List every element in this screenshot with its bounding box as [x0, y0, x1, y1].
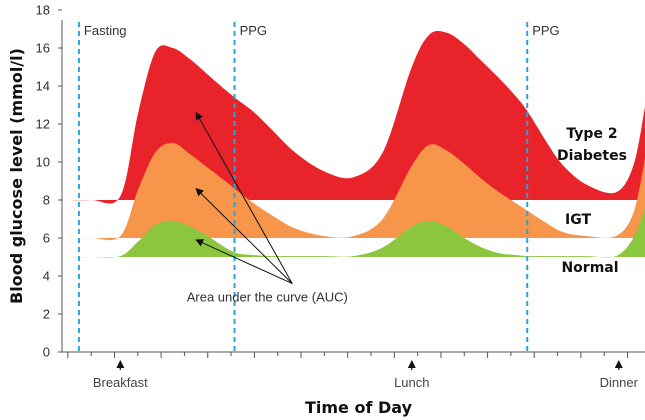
annotation-arrow — [195, 111, 293, 284]
area-series-group — [62, 31, 645, 258]
annotation-arrow — [195, 187, 293, 284]
reference-line-label: PPG — [532, 23, 559, 38]
meal-label: Breakfast — [93, 375, 148, 390]
series-label: IGT — [565, 212, 591, 228]
series-label: Normal — [561, 260, 618, 276]
labels-group: Breakfast Lunch Dinner Type 2 Diabetes IGT Nor… — [93, 126, 639, 390]
axis-titles-group: Time of Day Blood glucose level (mmol/l) — [7, 48, 413, 417]
area-igt — [62, 142, 645, 241]
reference-line-label: PPG — [240, 23, 267, 38]
y-tick-label: 10 — [36, 155, 50, 170]
y-tick-label: 0 — [43, 345, 50, 360]
y-tick-label: 2 — [43, 307, 50, 322]
axes-group: 0 2 4 6 8 10 12 14 16 18 — [36, 3, 645, 360]
series-label: Diabetes — [557, 148, 627, 164]
reference-line-label: Fasting — [84, 23, 127, 38]
y-tick-label: 6 — [43, 231, 50, 246]
annotation-arrow — [195, 239, 293, 285]
y-axis-title: Blood glucose level (mmol/l) — [7, 48, 26, 304]
annotation-group: Area under the curve (AUC) — [187, 111, 348, 305]
y-tick-label: 14 — [36, 79, 50, 94]
meal-label: Dinner — [600, 375, 639, 390]
y-tick-label: 4 — [43, 269, 50, 284]
reference-lines-group: Fasting PPG PPG — [77, 22, 560, 352]
y-tick-label: 16 — [36, 41, 50, 56]
series-label: Type 2 — [566, 126, 617, 142]
meal-label: Lunch — [394, 375, 429, 390]
y-tick-label: 18 — [36, 3, 50, 18]
area-type-2-diabetes — [62, 31, 645, 204]
y-tick-label: 8 — [43, 193, 50, 208]
annotation-text: Area under the curve (AUC) — [187, 290, 348, 305]
y-tick-label: 12 — [36, 117, 50, 132]
x-axis-title: Time of Day — [305, 398, 413, 417]
